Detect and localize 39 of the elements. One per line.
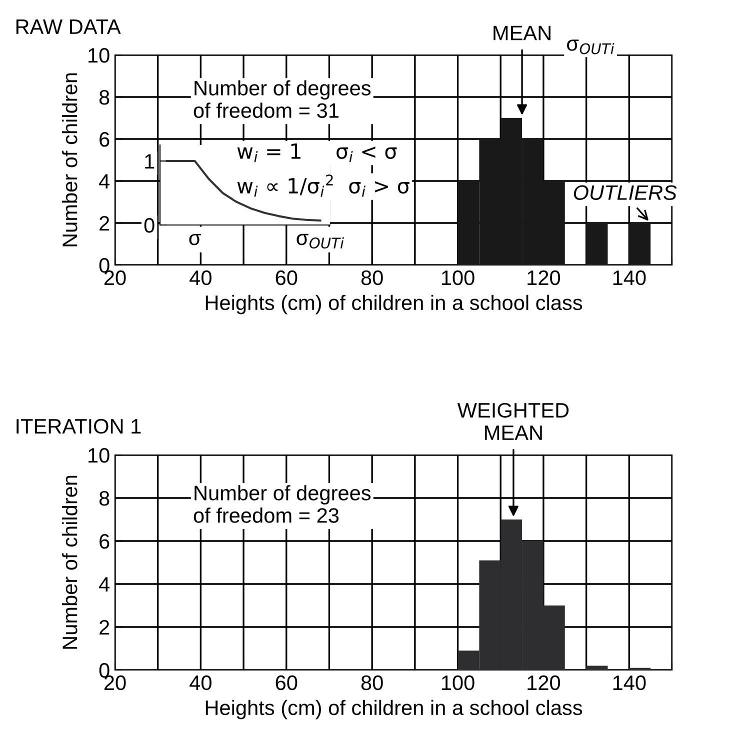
y-tick-label: 8: [99, 90, 110, 105]
annotation: Number of degrees of freedom = 23: [194, 485, 371, 523]
y-axis-title: Number of children: [62, 73, 78, 246]
x-tick-label: 80: [361, 270, 383, 286]
y-axis-title: Number of children: [62, 476, 78, 649]
x-axis-title: Heights (cm) of children in a school class: [206, 700, 582, 720]
chart-title: ITERATION 1: [16, 418, 141, 434]
annotation: w$_{i}$ = 1 σ$_{i}$ < σ: [237, 144, 397, 162]
x-tick-label: 100: [442, 675, 474, 690]
annotation: OUTLIERS: [574, 185, 677, 200]
x-tick-label: 60: [276, 675, 298, 690]
y-tick-label: 6: [100, 132, 110, 147]
y-tick-label: 4: [99, 577, 110, 592]
x-tick-label: 40: [190, 675, 212, 690]
y-tick-label: 0: [144, 218, 154, 233]
y-tick-label: 10: [88, 448, 110, 463]
annotation: WEIGHTED MEAN: [457, 402, 569, 440]
y-tick-label: 10: [88, 48, 110, 63]
y-tick-label: 8: [99, 491, 110, 506]
x-tick-label: 40: [190, 270, 212, 286]
x-tick-label: 100: [442, 270, 474, 286]
x-tick-label: 80: [361, 675, 383, 690]
x-tick-label: 140: [613, 675, 646, 690]
annotation: Number of degrees of freedom = 31: [194, 80, 371, 118]
x-tick-label: 60: [276, 270, 298, 286]
y-tick-label: 4: [99, 174, 110, 189]
x-tick-label: 140: [613, 270, 646, 286]
annotation: w$_{i}$ ∝ 1/σ$_{i}$$^{2}$ σ$_{i}$ > σ: [237, 174, 410, 197]
x-tick-label: 120: [528, 675, 560, 690]
y-tick-label: 2: [100, 620, 110, 635]
text: σ$_{OUTi}$: [567, 40, 614, 54]
y-tick-label: 2: [100, 216, 110, 231]
x-tick-label: σ: [189, 234, 201, 246]
y-tick-label: 6: [100, 534, 110, 549]
x-axis-title: Heights (cm) of children in a school class: [206, 294, 582, 314]
annotation: MEAN: [494, 26, 550, 40]
y-tick-label: 1: [145, 154, 154, 169]
x-tick-label: 120: [528, 270, 560, 286]
chart-title: RAW DATA: [16, 20, 121, 34]
